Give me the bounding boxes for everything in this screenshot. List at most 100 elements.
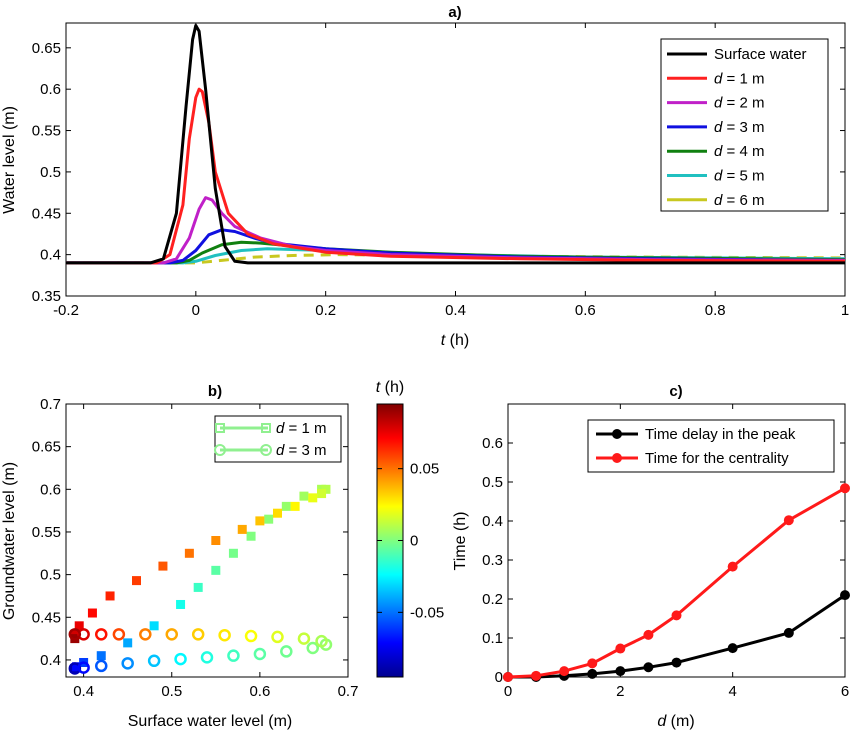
panel-b-ytick-label: 0.7 (40, 396, 61, 413)
panel-b-point-d1 (158, 561, 168, 571)
panel-a-ytick-label: 0.65 (32, 40, 61, 57)
panel-b-point-d3 (174, 652, 187, 666)
panel-a-legend-var: d (714, 119, 723, 136)
panel-b-point-d1 (193, 582, 203, 592)
panel-b-point-d3 (112, 628, 126, 641)
panel-b-point-d3 (95, 628, 108, 641)
panel-b-ticks: 0.4 0.5 0.6 0.7 0.4 0.45 0.5 0.55 0.6 0.65 0.7 (32, 396, 359, 700)
panel-c-legend-marker (612, 429, 622, 439)
panel-a-ytick-label: 0.5 (40, 164, 61, 181)
panel-b-legend-value: = 1 m (284, 420, 326, 437)
panel-a-legend-label: d = 5 m (714, 168, 764, 185)
panel-b-point-d3 (165, 628, 178, 641)
panel-a-legend-value: = 6 m (722, 192, 764, 209)
panel-c-point (503, 672, 513, 682)
panel-b-point-d3 (244, 629, 258, 643)
panel-c-point (559, 666, 570, 677)
panel-b-legend-marker (260, 444, 272, 456)
panel-b-ytick-label: 0.4 (40, 652, 61, 669)
panel-a-legend-var: d (714, 95, 723, 112)
panel-a-legend-value: = 4 m (722, 143, 764, 160)
panel-a-xlabel-var: t (441, 332, 446, 349)
panel-c-ytick-label: 0.4 (482, 513, 503, 530)
panel-b-point-d1 (184, 548, 194, 558)
panel-c-point (671, 657, 682, 668)
panel-b-ytick-label: 0.45 (32, 609, 61, 626)
panel-a-series (66, 24, 846, 265)
panel-b-ytick-label: 0.65 (32, 439, 61, 456)
panel-b-point-d1 (211, 536, 221, 545)
colorbar-title-var: t (376, 379, 381, 396)
panel-b-xtick-label: 0.6 (249, 683, 270, 700)
panel-c-legend-label: Time for the centrality (645, 450, 789, 467)
panel-b-point-d3 (271, 630, 284, 644)
panel-b-ytick-label: 0.6 (40, 481, 61, 498)
colorbar: t (h) -0.05 0 0.05 (376, 379, 444, 678)
panel-b-point-d1 (317, 489, 327, 499)
panel-c-xlabel: d (m) (657, 713, 694, 730)
panel-b-legend-label: d = 3 m (276, 442, 326, 459)
panel-b-point-d3 (95, 659, 108, 673)
panel-c-point (531, 670, 542, 681)
panel-c-ytick-label: 0 (495, 669, 503, 686)
panel-c-series-line (508, 593, 846, 679)
panel-c-legend-box (587, 419, 835, 473)
panel-c: c) 0 2 4 6 0 0.1 0.2 0.3 0.4 0.5 0.6 d (m) Time (h… (452, 383, 850, 730)
panel-a-legend-label: Surface water (714, 46, 807, 63)
panel-a-legend-value: = 2 m (722, 95, 764, 112)
panel-a-ytick-label: 0.35 (32, 288, 61, 305)
panel-a-legend-label: d = 3 m (714, 119, 764, 136)
panel-c-xlabel-unit: (m) (666, 713, 694, 730)
panel-a-ticks: -0.2 0 0.2 0.4 0.6 0.8 1 0.35 0.4 0.45 0.5 0.55 0.6 0… (32, 23, 849, 319)
panel-a-xtick-label: 0.6 (575, 302, 596, 319)
panel-b-axes-box (65, 403, 349, 678)
panel-c-ytick-label: 0.3 (482, 552, 503, 569)
panel-b-xtick-label: 0.7 (338, 683, 359, 700)
panel-b-point-d3 (280, 645, 293, 658)
panel-a-title: a) (448, 4, 461, 21)
panel-b-point-d1 (228, 548, 238, 558)
panel-b-legend-marker (215, 423, 225, 433)
panel-a-legend-label: d = 2 m (714, 95, 764, 112)
panel-c-point (783, 627, 794, 638)
panel-b-point-d3 (77, 661, 90, 674)
panel-b-point-d3 (121, 657, 134, 670)
panel-b-legend-label: d = 1 m (276, 420, 326, 437)
panel-a-legend-box (660, 38, 829, 212)
panel-b-point-d3 (200, 651, 214, 664)
panel-a-ytick-label: 0.4 (40, 247, 61, 264)
panel-a-legend-value: = 3 m (722, 119, 764, 136)
panel-b-legend-var: d (276, 442, 285, 459)
panel-b-ylabel: Groundwater level (m) (1, 462, 18, 620)
panel-c-legend: Time delay in the peak Time for the centr… (587, 419, 835, 473)
panel-a-xtick-label: 0.2 (315, 302, 336, 319)
panel-c-point (615, 666, 626, 677)
panel-b-point-d1 (308, 493, 318, 503)
panel-c-ytick-label: 0.5 (482, 474, 503, 491)
colorbar-ticks: -0.05 0 0.05 (377, 461, 444, 621)
panel-b-point-d3 (218, 628, 231, 642)
panel-b-point-d1 (273, 508, 282, 518)
panel-b-point-d1 (74, 621, 84, 631)
panel-b-point-d1 (255, 516, 265, 526)
panel-a-xtick-label: 0.8 (705, 302, 726, 319)
panel-c-series (503, 483, 850, 682)
panel-c-legend-label: Time delay in the peak (645, 426, 796, 443)
panel-b-point-d1 (105, 591, 115, 601)
panel-b-point-d1 (281, 501, 291, 511)
panel-c-xtick-label: 2 (616, 683, 624, 700)
panel-b-point-d3 (139, 628, 152, 641)
panel-b-point-d1 (211, 565, 221, 575)
panel-c-ytick-label: 0.2 (482, 591, 503, 608)
panel-b-point-d3 (68, 628, 82, 641)
panel-a: a) -0.2 0 0.2 0.4 0.6 0.8 1 0.35 0.4 0.45 0.5 0.55 0… (1, 4, 849, 349)
panel-c-series-line (507, 486, 846, 679)
panel-b-point-d1 (246, 531, 256, 541)
panel-c-xtick-label: 0 (504, 683, 512, 700)
panel-c-ytick-label: 0.1 (482, 630, 503, 647)
panel-a-legend-label: d = 6 m (714, 192, 764, 209)
panel-a-legend-var: d (714, 143, 723, 160)
panel-b-point-d1 (87, 608, 97, 618)
panel-a-legend-var: d (714, 192, 723, 209)
